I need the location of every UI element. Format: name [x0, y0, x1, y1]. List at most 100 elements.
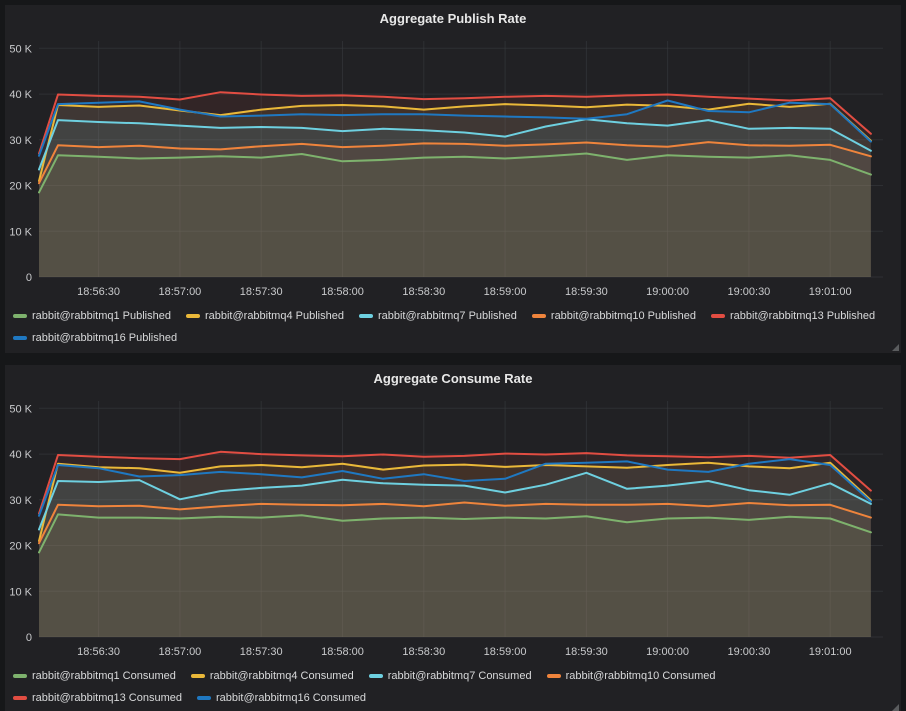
legend-color-swatch: [368, 674, 383, 678]
legend-label: rabbit@rabbitmq7 Published: [377, 310, 517, 322]
series-line-rabbit-rabbitmq10-published[interactable]: [38, 141, 872, 185]
x-tick-label: 18:58:00: [321, 646, 364, 658]
series-area-rabbit-rabbitmq10-consumed: [39, 502, 871, 637]
publish-rate-chart[interactable]: 0 10 K 20 K 30 K 40 K 50 K 18:56:30 18:57:00 18:…: [5, 33, 901, 305]
legend-color-swatch: [358, 314, 373, 318]
y-tick-label: 10 K: [9, 586, 32, 598]
time-series-plot[interactable]: 0 10 K 20 K 30 K 40 K 50 K 18:56:30 18:57:00 18:…: [5, 393, 901, 665]
legend-color-swatch: [13, 314, 27, 318]
legend-label: rabbit@rabbitmq16 Published: [32, 332, 178, 344]
x-tick-label: 18:57:00: [158, 646, 201, 658]
panel-aggregate-publish-rate: Aggregate Publish Rate 0 10 K 20 K 30 K 40 K…: [5, 5, 901, 353]
legend-label: rabbit@rabbitmq1 Published: [32, 310, 171, 322]
series-area-rabbit-rabbitmq7-consumed: [39, 472, 871, 637]
legend-item-rabbit-rabbitmq4-consumed[interactable]: rabbit@rabbitmq4 Consumed: [190, 667, 354, 685]
x-tick-label: 19:00:00: [646, 646, 689, 658]
y-tick-label: 30 K: [9, 495, 32, 507]
legend-item-rabbit-rabbitmq16-consumed[interactable]: rabbit@rabbitmq16 Consumed: [196, 689, 366, 707]
panel-title-consume[interactable]: Aggregate Consume Rate: [373, 371, 533, 386]
legend-label: rabbit@rabbitmq10 Published: [550, 310, 696, 322]
legend-item-rabbit-rabbitmq4-published[interactable]: rabbit@rabbitmq4 Published: [185, 307, 344, 325]
series-line-rabbit-rabbitmq16-consumed[interactable]: [38, 458, 872, 517]
legend-item-rabbit-rabbitmq16-published[interactable]: rabbit@rabbitmq16 Published: [13, 329, 177, 347]
legend-label: rabbit@rabbitmq4 Published: [204, 310, 344, 322]
series-line-rabbit-rabbitmq4-consumed[interactable]: [38, 461, 872, 542]
legend-item-rabbit-rabbitmq1-consumed[interactable]: rabbit@rabbitmq1 Consumed: [13, 667, 176, 685]
y-tick-label: 50 K: [9, 403, 32, 415]
x-tick-label: 18:59:30: [565, 286, 608, 298]
legend-item-rabbit-rabbitmq7-published[interactable]: rabbit@rabbitmq7 Published: [358, 307, 517, 325]
x-tick-label: 18:59:00: [484, 286, 527, 298]
series-line-rabbit-rabbitmq16-published[interactable]: [38, 99, 872, 157]
panel-resize-handle[interactable]: [892, 344, 899, 351]
series-line-rabbit-rabbitmq13-published[interactable]: [38, 91, 872, 155]
x-tick-label: 18:59:30: [565, 646, 608, 658]
legend-color-swatch: [13, 336, 27, 340]
legend-color-swatch: [190, 674, 205, 678]
x-tick-label: 18:58:00: [321, 286, 364, 298]
legend-label: rabbit@rabbitmq16 Consumed: [215, 692, 366, 704]
legend-item-rabbit-rabbitmq7-consumed[interactable]: rabbit@rabbitmq7 Consumed: [368, 667, 532, 685]
series-line-rabbit-rabbitmq13-consumed[interactable]: [38, 450, 872, 515]
legend-label: rabbit@rabbitmq13 Consumed: [32, 692, 182, 704]
legend-color-swatch: [531, 314, 546, 318]
panel-resize-handle[interactable]: [892, 704, 899, 711]
x-tick-label: 18:56:30: [77, 286, 120, 298]
legend-label: rabbit@rabbitmq4 Consumed: [209, 670, 354, 682]
x-tick-label: 19:01:00: [809, 286, 852, 298]
x-tick-label: 18:57:30: [240, 646, 283, 658]
y-tick-label: 10 K: [9, 226, 32, 238]
legend-color-swatch: [711, 314, 725, 318]
legend-item-rabbit-rabbitmq10-consumed[interactable]: rabbit@rabbitmq10 Consumed: [546, 667, 716, 685]
series-line-rabbit-rabbitmq1-consumed[interactable]: [38, 513, 872, 554]
series-line-rabbit-rabbitmq1-published[interactable]: [38, 152, 872, 194]
series-area-rabbit-rabbitmq13-consumed: [39, 451, 871, 637]
publish-rate-legend: rabbit@rabbitmq1 Published rabbit@rabbitm…: [5, 305, 901, 353]
series-line-rabbit-rabbitmq10-consumed[interactable]: [38, 501, 872, 545]
x-tick-label: 19:01:00: [809, 646, 852, 658]
y-tick-label: 40 K: [9, 449, 32, 461]
legend-color-swatch: [196, 696, 211, 700]
x-tick-label: 19:00:00: [646, 286, 689, 298]
x-tick-label: 19:00:30: [727, 646, 770, 658]
panel-aggregate-consume-rate: Aggregate Consume Rate 0 10 K 20 K 30 K 40 K…: [5, 365, 901, 711]
x-tick-label: 18:56:30: [77, 646, 120, 658]
time-series-plot[interactable]: 0 10 K 20 K 30 K 40 K 50 K 18:56:30 18:57:00 18:…: [5, 33, 901, 305]
x-tick-label: 18:59:00: [484, 646, 527, 658]
series-line-rabbit-rabbitmq7-published[interactable]: [38, 118, 872, 171]
y-tick-label: 20 K: [9, 541, 32, 553]
legend-item-rabbit-rabbitmq10-published[interactable]: rabbit@rabbitmq10 Published: [531, 307, 696, 325]
y-tick-label: 0: [26, 632, 32, 644]
x-tick-label: 18:58:30: [402, 646, 445, 658]
x-tick-label: 18:57:30: [240, 286, 283, 298]
x-tick-label: 18:57:00: [158, 286, 201, 298]
consume-rate-legend: rabbit@rabbitmq1 Consumed rabbit@rabbitmq…: [5, 665, 901, 711]
legend-item-rabbit-rabbitmq13-consumed[interactable]: rabbit@rabbitmq13 Consumed: [13, 689, 182, 707]
legend-color-swatch: [546, 674, 561, 678]
series-area-rabbit-rabbitmq16-published: [39, 100, 871, 277]
legend-label: rabbit@rabbitmq1 Consumed: [32, 670, 176, 682]
panel-title-publish[interactable]: Aggregate Publish Rate: [379, 11, 527, 26]
series-area-rabbit-rabbitmq1-consumed: [39, 514, 871, 637]
legend-label: rabbit@rabbitmq7 Consumed: [387, 670, 532, 682]
x-tick-label: 19:00:30: [727, 286, 770, 298]
y-tick-label: 30 K: [9, 135, 32, 147]
series-area-rabbit-rabbitmq4-consumed: [39, 462, 871, 637]
legend-item-rabbit-rabbitmq1-published[interactable]: rabbit@rabbitmq1 Published: [13, 307, 171, 325]
consume-rate-chart[interactable]: 0 10 K 20 K 30 K 40 K 50 K 18:56:30 18:57:00 18:…: [5, 393, 901, 665]
legend-color-swatch: [13, 674, 27, 678]
legend-color-swatch: [13, 696, 27, 700]
legend-item-rabbit-rabbitmq13-published[interactable]: rabbit@rabbitmq13 Published: [711, 307, 875, 325]
y-tick-label: 50 K: [9, 43, 32, 55]
series-area-rabbit-rabbitmq10-published: [39, 142, 871, 277]
legend-color-swatch: [185, 314, 200, 318]
legend-label: rabbit@rabbitmq13 Published: [730, 310, 876, 322]
y-tick-label: 20 K: [9, 181, 32, 193]
series-line-rabbit-rabbitmq4-published[interactable]: [38, 102, 872, 182]
x-tick-label: 18:58:30: [402, 286, 445, 298]
y-tick-label: 0: [26, 272, 32, 284]
series-area-rabbit-rabbitmq7-published: [39, 119, 871, 277]
series-line-rabbit-rabbitmq7-consumed[interactable]: [38, 471, 872, 531]
legend-label: rabbit@rabbitmq10 Consumed: [565, 670, 716, 682]
